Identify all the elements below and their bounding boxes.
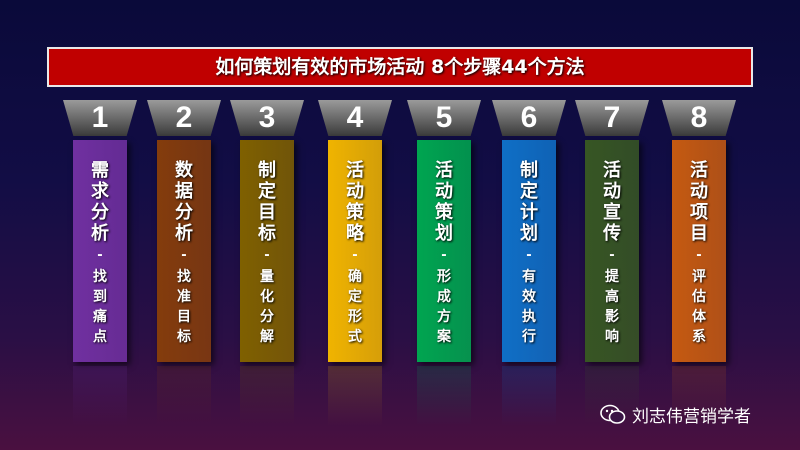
step-separator: - bbox=[696, 248, 702, 263]
step-subtitle: 提高影响 bbox=[605, 269, 619, 345]
step-number: 1 bbox=[63, 100, 137, 136]
step-1: 1 需求分析 - 找到痛点 bbox=[63, 100, 137, 426]
step-number: 3 bbox=[230, 100, 304, 136]
step-column: 活动项目 - 评估体系 bbox=[672, 140, 726, 362]
step-separator: - bbox=[441, 248, 447, 263]
wechat-icon bbox=[600, 404, 626, 426]
step-name: 活动项目 bbox=[690, 160, 708, 244]
step-column: 活动宣传 - 提高影响 bbox=[585, 140, 639, 362]
step-subtitle: 找到痛点 bbox=[93, 269, 107, 345]
step-reflection bbox=[240, 366, 294, 426]
step-column: 需求分析 - 找到痛点 bbox=[73, 140, 127, 362]
step-separator: - bbox=[609, 248, 615, 263]
step-name: 活动策划 bbox=[435, 160, 453, 244]
step-number: 2 bbox=[147, 100, 221, 136]
step-8: 8 活动项目 - 评估体系 bbox=[662, 100, 736, 426]
step-subtitle: 量化分解 bbox=[260, 269, 274, 345]
step-name: 活动策略 bbox=[346, 160, 364, 244]
step-column: 制定目标 - 量化分解 bbox=[240, 140, 294, 362]
step-subtitle: 找准目标 bbox=[177, 269, 191, 345]
step-reflection bbox=[502, 366, 556, 426]
step-number: 8 bbox=[662, 100, 736, 136]
step-number: 6 bbox=[492, 100, 566, 136]
watermark-text: 刘志伟营销学者 bbox=[632, 407, 751, 427]
step-column: 数据分析 - 找准目标 bbox=[157, 140, 211, 362]
step-name: 制定目标 bbox=[258, 160, 276, 244]
step-separator: - bbox=[264, 248, 270, 263]
step-reflection bbox=[73, 366, 127, 426]
step-column: 活动策划 - 形成方案 bbox=[417, 140, 471, 362]
step-column: 活动策略 - 确定形式 bbox=[328, 140, 382, 362]
step-subtitle: 评估体系 bbox=[692, 269, 706, 345]
step-separator: - bbox=[526, 248, 532, 263]
step-subtitle: 有效执行 bbox=[522, 269, 536, 345]
step-name: 需求分析 bbox=[91, 160, 109, 244]
step-number: 4 bbox=[318, 100, 392, 136]
step-number: 7 bbox=[575, 100, 649, 136]
watermark: 刘志伟营销学者 bbox=[600, 402, 751, 427]
step-subtitle: 形成方案 bbox=[437, 269, 451, 345]
step-separator: - bbox=[352, 248, 358, 263]
step-separator: - bbox=[97, 248, 103, 263]
step-4: 4 活动策略 - 确定形式 bbox=[318, 100, 392, 426]
step-subtitle: 确定形式 bbox=[348, 269, 362, 345]
step-reflection bbox=[328, 366, 382, 426]
step-reflection bbox=[672, 366, 726, 426]
step-3: 3 制定目标 - 量化分解 bbox=[230, 100, 304, 426]
step-separator: - bbox=[181, 248, 187, 263]
step-5: 5 活动策划 - 形成方案 bbox=[407, 100, 481, 426]
step-name: 活动宣传 bbox=[603, 160, 621, 244]
step-name: 制定计划 bbox=[520, 160, 538, 244]
step-reflection bbox=[417, 366, 471, 426]
step-6: 6 制定计划 - 有效执行 bbox=[492, 100, 566, 426]
slide-title: 如何策划有效的市场活动 8个步骤44个方法 bbox=[47, 47, 753, 87]
step-7: 7 活动宣传 - 提高影响 bbox=[575, 100, 649, 426]
step-number: 5 bbox=[407, 100, 481, 136]
step-column: 制定计划 - 有效执行 bbox=[502, 140, 556, 362]
step-name: 数据分析 bbox=[175, 160, 193, 244]
step-reflection bbox=[157, 366, 211, 426]
step-2: 2 数据分析 - 找准目标 bbox=[147, 100, 221, 426]
